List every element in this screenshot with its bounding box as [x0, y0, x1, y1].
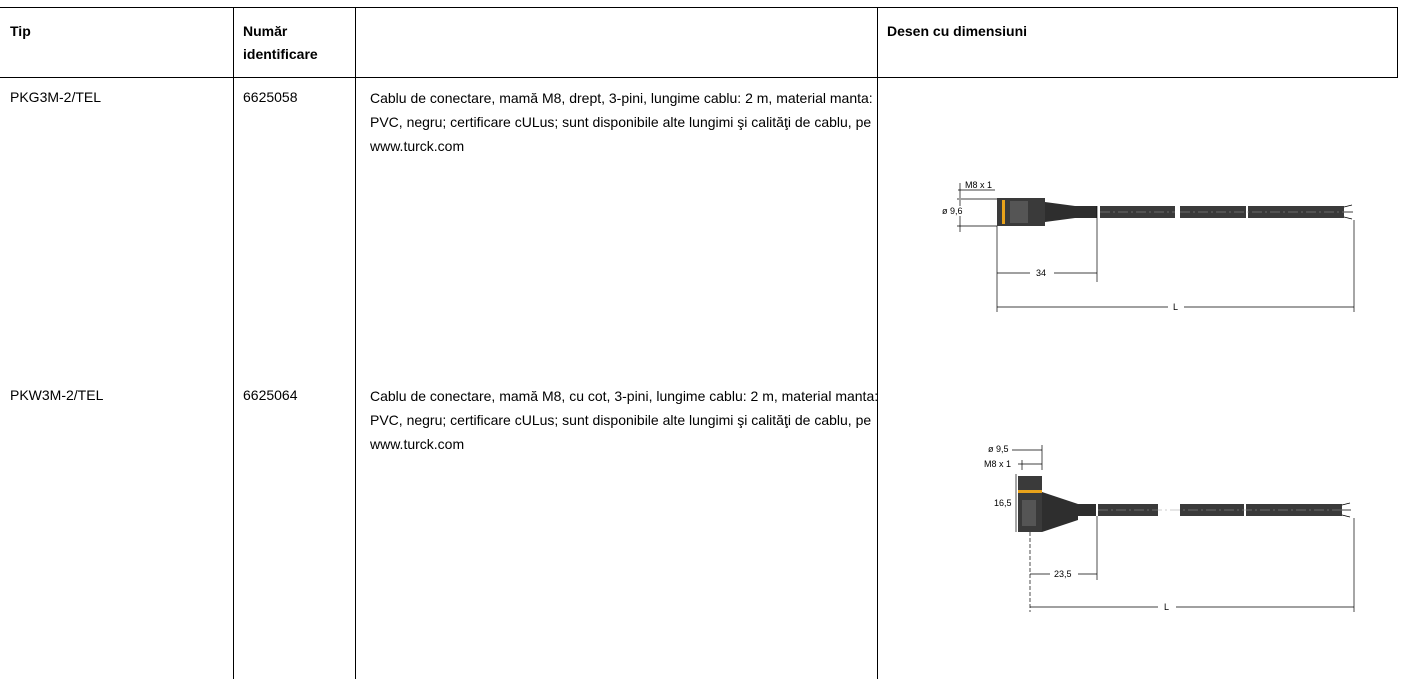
row1-diameter-label: ø 9,6 [942, 206, 963, 216]
header-numar-identificare: Număr identificare [243, 20, 318, 66]
row2-height-label: 16,5 [994, 498, 1012, 508]
row1-length-connector-label: 34 [1036, 268, 1046, 278]
row2-tip: PKW3M-2/TEL [10, 387, 104, 403]
header-desen: Desen cu dimensiuni [887, 23, 1028, 39]
row1-description: Cablu de conectare, mamă M8, drept, 3-pi… [370, 90, 873, 154]
row2-length-total-label: L [1164, 602, 1169, 612]
row2-thread-label: M8 x 1 [984, 459, 1011, 469]
col-divider-1 [233, 7, 234, 679]
row1-length-total-label: L [1173, 302, 1178, 312]
row1-thread-label: M8 x 1 [965, 180, 992, 190]
row1-numar: 6625058 [243, 89, 298, 105]
header-numar-line2: identificare [243, 46, 318, 62]
row2-dimension-drawing: ø 9,5 M8 x 1 16,5 23,5 L [970, 440, 1370, 620]
row2-length-connector-label: 23,5 [1054, 569, 1072, 579]
row2-diameter-label: ø 9,5 [988, 444, 1009, 454]
col-divider-2 [355, 7, 356, 679]
table-top-border [0, 7, 1398, 8]
header-tip: Tip [10, 23, 31, 39]
header-bottom-border [0, 77, 1398, 78]
row1-tip: PKG3M-2/TEL [10, 89, 102, 105]
row1-dimension-drawing: M8 x 1 ø 9,6 34 L [940, 170, 1360, 320]
header-numar-line1: Număr [243, 23, 288, 39]
col-divider-3 [877, 7, 878, 679]
table-right-border [1397, 7, 1398, 77]
row2-numar: 6625064 [243, 387, 298, 403]
row2-description: Cablu de conectare, mamă M8, cu cot, 3-p… [370, 388, 879, 452]
